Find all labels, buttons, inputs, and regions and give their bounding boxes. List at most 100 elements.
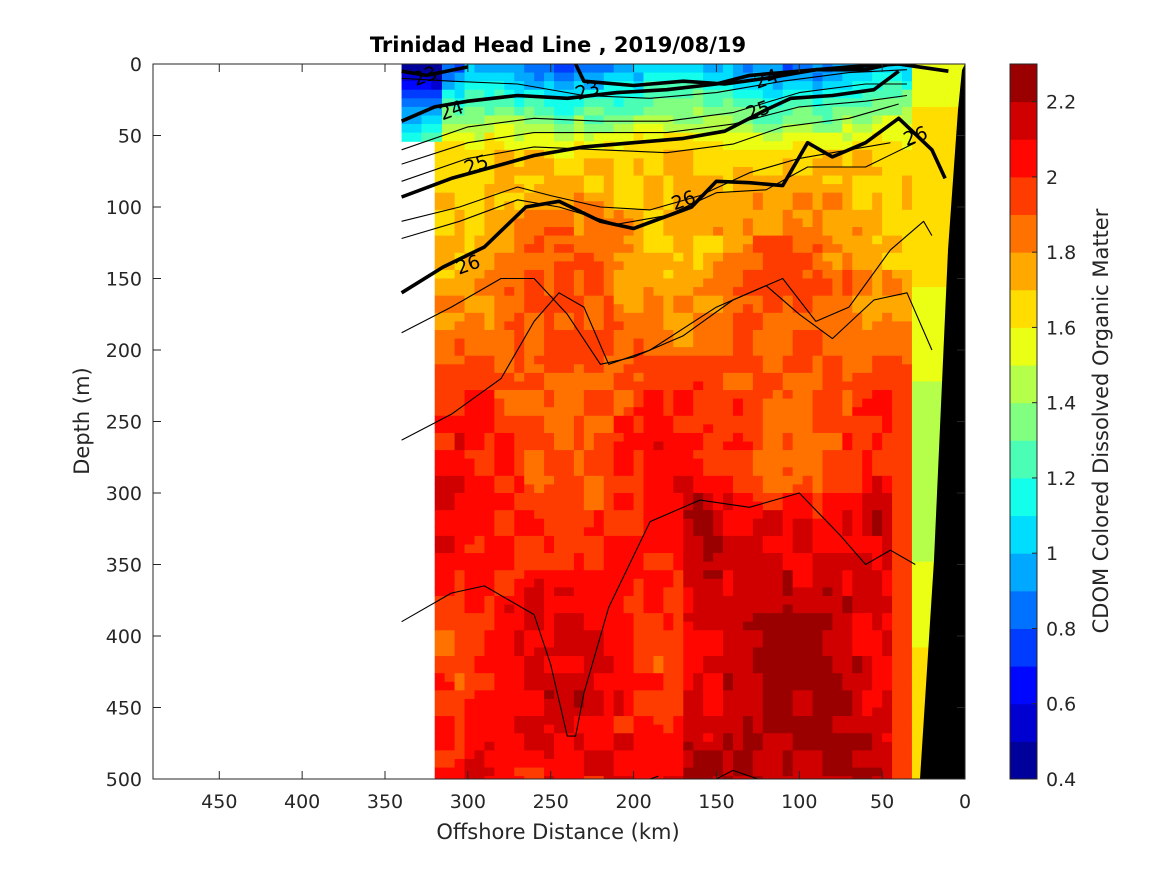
- field-cell: [723, 201, 734, 211]
- field-cell: [892, 750, 903, 760]
- field-cell: [554, 741, 565, 751]
- field-cell: [693, 141, 704, 151]
- field-cell: [593, 493, 605, 503]
- field-cell: [832, 124, 843, 134]
- field-cell: [504, 493, 515, 503]
- field-cell: [434, 484, 446, 494]
- field-cell: [484, 312, 495, 322]
- field-cell: [842, 106, 853, 117]
- field-cell: [623, 218, 635, 228]
- field-cell: [603, 149, 615, 159]
- y-tick-label: 250: [106, 412, 142, 434]
- field-cell: [524, 621, 535, 631]
- field-cell: [534, 235, 545, 245]
- cdom-field: [401, 64, 965, 779]
- field-cell: [603, 501, 615, 511]
- field-cell: [573, 578, 585, 588]
- field-cell: [514, 484, 525, 494]
- field-cell: [593, 441, 605, 451]
- field-cell: [892, 64, 903, 74]
- field-cell: [683, 192, 694, 202]
- field-cell: [633, 707, 645, 717]
- field-cell: [822, 656, 834, 666]
- field-cell: [633, 304, 645, 314]
- field-cell: [514, 329, 525, 340]
- field-cell: [683, 493, 694, 503]
- field-cell: [921, 484, 933, 494]
- field-cell: [842, 690, 853, 700]
- field-cell: [444, 621, 456, 631]
- field-cell: [941, 192, 953, 202]
- field-cell: [573, 664, 585, 674]
- field-cell: [593, 261, 605, 271]
- field-cell: [772, 141, 784, 151]
- field-cell: [563, 424, 575, 434]
- field-cell: [474, 329, 486, 340]
- field-cell: [643, 467, 655, 477]
- field-cell: [742, 570, 754, 580]
- field-cell: [633, 287, 645, 297]
- field-cell: [544, 578, 555, 588]
- field-cell: [802, 415, 814, 425]
- field-cell: [902, 184, 913, 194]
- field-cell: [633, 64, 645, 74]
- field-cell: [474, 707, 486, 717]
- field-cell: [872, 587, 883, 597]
- field-cell: [902, 570, 913, 580]
- field-cell: [534, 227, 545, 237]
- field-cell: [872, 398, 883, 408]
- field-cell: [583, 295, 595, 305]
- field-cell: [832, 698, 843, 709]
- field-cell: [643, 647, 655, 657]
- field-cell: [822, 475, 834, 486]
- field-cell: [494, 261, 505, 271]
- field-cell: [762, 698, 774, 709]
- field-cell: [454, 415, 466, 425]
- field-cell: [802, 604, 814, 614]
- field-cell: [752, 690, 764, 700]
- field-cell: [544, 72, 555, 82]
- field-cell: [772, 638, 784, 649]
- field-cell: [852, 252, 863, 262]
- field-cell: [434, 441, 446, 451]
- field-cell: [484, 115, 495, 125]
- field-cell: [633, 493, 645, 503]
- field-cell: [494, 72, 505, 82]
- field-cell: [643, 407, 655, 417]
- field-cell: [772, 278, 784, 288]
- field-cell: [862, 227, 873, 237]
- field-cell: [524, 741, 535, 751]
- field-cell: [623, 518, 635, 528]
- field-cell: [583, 758, 595, 769]
- field-cell: [583, 432, 595, 443]
- field-cell: [683, 287, 694, 297]
- field-cell: [812, 673, 824, 683]
- field-cell: [563, 158, 575, 168]
- field-cell: [633, 415, 645, 425]
- field-cell: [911, 750, 923, 760]
- field-cell: [573, 501, 585, 511]
- field-cell: [812, 621, 824, 631]
- field-cell: [554, 527, 565, 537]
- field-cell: [444, 544, 456, 554]
- field-cell: [723, 209, 734, 220]
- field-cell: [911, 484, 923, 494]
- field-cell: [822, 312, 834, 322]
- field-cell: [742, 561, 754, 571]
- field-cell: [842, 724, 853, 734]
- field-cell: [822, 458, 834, 468]
- field-cell: [882, 544, 893, 554]
- field-cell: [772, 390, 784, 400]
- field-cell: [802, 535, 814, 546]
- field-cell: [474, 450, 486, 460]
- field-cell: [902, 450, 913, 460]
- field-cell: [902, 415, 913, 425]
- field-cell: [524, 758, 535, 769]
- field-cell: [554, 372, 565, 383]
- field-cell: [623, 141, 635, 151]
- field-cell: [663, 64, 674, 74]
- field-cell: [782, 390, 794, 400]
- field-cell: [613, 227, 625, 237]
- field-cell: [474, 570, 486, 580]
- field-cell: [872, 561, 883, 571]
